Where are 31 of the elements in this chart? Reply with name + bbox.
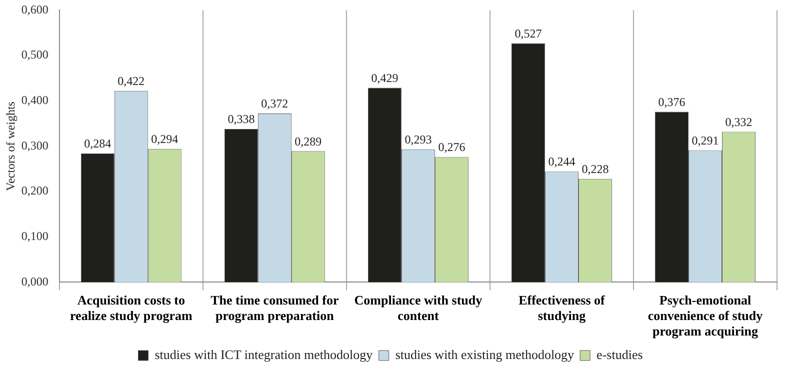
x-tick-label: Psych-emotional convenience of study program acquiring: [648, 292, 764, 339]
data-label: 0,293: [404, 132, 432, 147]
y-tick-label: 0,500: [21, 48, 48, 62]
data-label: 0,422: [118, 74, 145, 88]
y-axis-title: Vectors of weights: [3, 101, 18, 191]
data-label: 0,244: [548, 154, 576, 169]
x-tick-label: Acquisition costs to realize study program: [70, 292, 192, 323]
x-tick-label: Compliance with study content: [354, 292, 483, 323]
y-tick-label: 0,300: [21, 138, 48, 152]
x-tick-label: The time consumed for program preparation: [210, 292, 339, 323]
data-label: 0,284: [84, 136, 112, 151]
data-label: 0,294: [151, 132, 178, 146]
data-label: 0,291: [692, 133, 719, 148]
legend-label: e-studies: [596, 346, 643, 362]
y-tick-label: 0,100: [21, 229, 48, 244]
y-tick-label: 0,200: [21, 184, 48, 198]
data-label: 0,228: [582, 162, 609, 176]
legend-label: studies with existing methodology: [395, 346, 575, 362]
data-label: 0,527: [514, 26, 542, 40]
y-tick-label: 0,400: [21, 93, 48, 108]
data-label: 0,276: [438, 140, 466, 154]
data-label: 0,372: [261, 96, 288, 111]
data-label: 0,332: [725, 114, 752, 129]
x-tick-label: Effectiveness of studying: [518, 292, 606, 323]
data-label: 0,376: [658, 94, 686, 109]
y-tick-label: 0,000: [21, 274, 48, 288]
data-label: 0,289: [294, 134, 322, 148]
data-label: 0,338: [228, 112, 255, 126]
data-label: 0,429: [371, 70, 398, 85]
legend-label: studies with ICT integration methodology: [154, 346, 374, 362]
y-tick-label: 0,600: [21, 2, 48, 16]
